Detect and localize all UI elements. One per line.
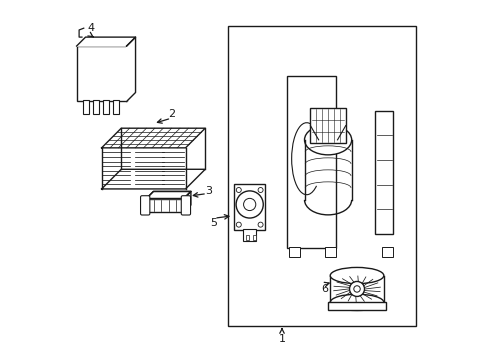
- Ellipse shape: [329, 267, 383, 284]
- Text: 4: 4: [87, 23, 94, 33]
- Bar: [374, 111, 393, 234]
- Text: 1: 1: [278, 334, 285, 344]
- Circle shape: [353, 286, 360, 292]
- Bar: [324, 247, 335, 257]
- Text: 2: 2: [167, 109, 175, 119]
- Bar: [146, 199, 183, 212]
- Circle shape: [236, 222, 241, 227]
- Circle shape: [243, 198, 255, 211]
- Polygon shape: [77, 37, 135, 46]
- Circle shape: [236, 188, 241, 193]
- Bar: [310, 108, 345, 143]
- Text: 3: 3: [205, 186, 212, 196]
- Bar: [103, 100, 108, 114]
- Circle shape: [349, 282, 364, 296]
- Text: 6: 6: [321, 284, 328, 294]
- Polygon shape: [126, 37, 135, 102]
- Ellipse shape: [329, 294, 383, 310]
- Bar: [243, 229, 256, 241]
- Bar: [327, 302, 386, 310]
- Bar: [228, 26, 415, 327]
- Bar: [113, 100, 119, 114]
- Bar: [245, 235, 248, 240]
- Polygon shape: [183, 192, 190, 212]
- Polygon shape: [146, 192, 190, 199]
- Bar: [288, 247, 299, 257]
- Bar: [234, 184, 264, 230]
- FancyBboxPatch shape: [140, 196, 149, 215]
- Bar: [381, 247, 392, 257]
- Circle shape: [258, 188, 263, 193]
- Bar: [253, 235, 256, 240]
- Bar: [287, 76, 335, 248]
- FancyBboxPatch shape: [181, 196, 190, 215]
- Bar: [93, 100, 99, 114]
- Bar: [83, 100, 88, 114]
- Circle shape: [236, 191, 263, 218]
- Bar: [77, 46, 126, 102]
- Text: 5: 5: [210, 218, 217, 228]
- Ellipse shape: [304, 125, 351, 155]
- Circle shape: [258, 222, 263, 227]
